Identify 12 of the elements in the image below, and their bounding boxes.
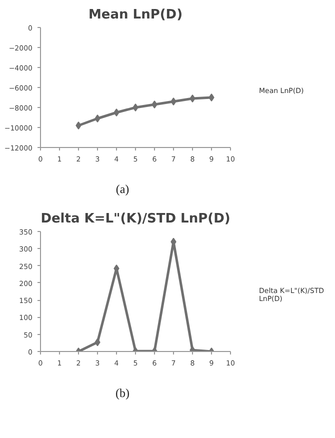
chart-title: Mean LnP(D) (88, 8, 183, 22)
point (190, 94, 196, 102)
point (132, 104, 138, 112)
point (208, 94, 214, 102)
point (152, 100, 158, 108)
chart-title: Delta K=L"(K)/STD LnP(D) (40, 212, 230, 226)
point (170, 98, 176, 106)
text: (b) (116, 385, 130, 402)
point (76, 122, 82, 130)
point (94, 114, 100, 122)
point (114, 108, 120, 116)
text: (a) (116, 181, 130, 198)
